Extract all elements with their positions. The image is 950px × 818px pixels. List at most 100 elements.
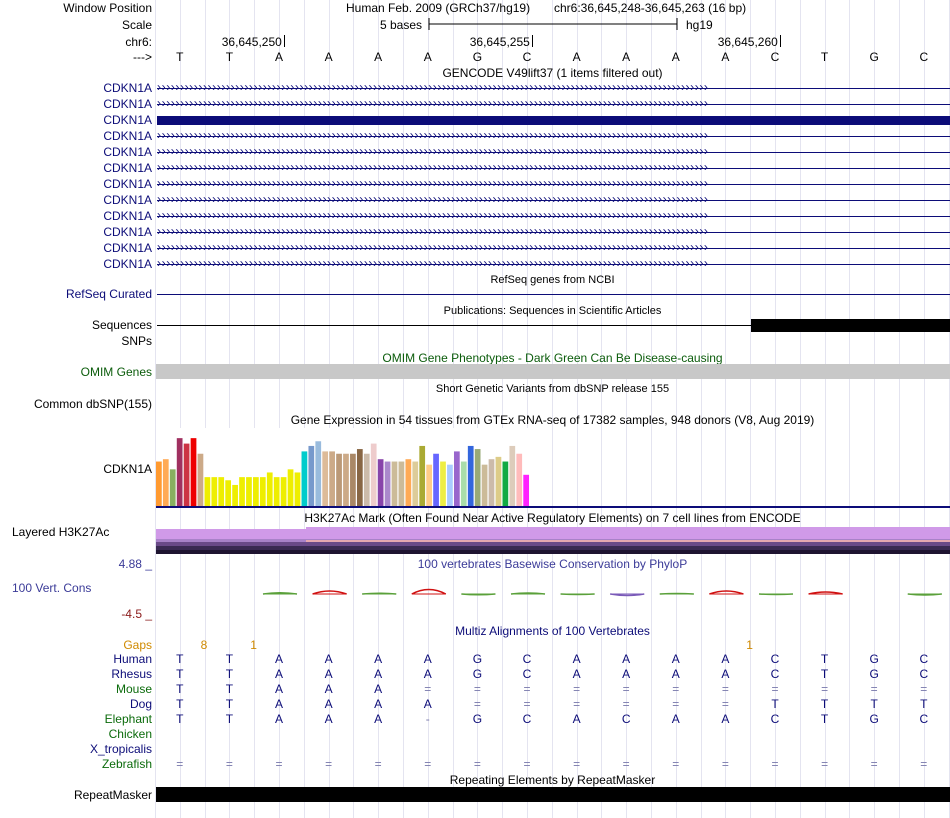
gtex-tissue-bar[interactable]	[253, 477, 259, 506]
gtex-tissue-bar[interactable]	[488, 459, 495, 506]
gtex-tissue-bar[interactable]	[176, 438, 183, 506]
gtex-tissue-bar[interactable]	[301, 451, 308, 506]
gtex-tissue-bar[interactable]	[419, 445, 426, 506]
gtex-tissue-bar[interactable]	[190, 438, 197, 506]
gtex-tissue-bar[interactable]	[336, 453, 342, 506]
gtex-tissue-bar[interactable]	[294, 472, 301, 506]
gtex-tissue-bar[interactable]	[287, 469, 294, 506]
gtex-tissue-bar[interactable]	[495, 456, 502, 506]
maf-species-label[interactable]: Chicken	[108, 727, 152, 741]
gtex-tissue-bar[interactable]	[266, 472, 273, 506]
gtex-tissue-bar[interactable]	[377, 459, 384, 506]
gtex-tissue-bar[interactable]	[412, 461, 419, 506]
gtex-tissue-bar[interactable]	[398, 461, 405, 506]
gene-label[interactable]: CDKN1A	[103, 257, 152, 271]
gtex-tissue-bar[interactable]	[322, 451, 329, 506]
omim-feature[interactable]	[156, 364, 950, 379]
gtex-tissue-bar[interactable]	[343, 453, 349, 506]
gtex-tissue-bar[interactable]	[481, 464, 488, 506]
gene-intron-line[interactable]	[157, 200, 950, 201]
gtex-tissue-bar[interactable]	[308, 445, 315, 506]
gene-label[interactable]: CDKN1A	[103, 193, 152, 207]
gene-intron-line[interactable]	[157, 152, 950, 153]
gtex-tissue-bar[interactable]	[211, 477, 218, 506]
gtex-tissue-bar[interactable]	[273, 477, 280, 506]
gene-intron-line[interactable]	[157, 104, 950, 105]
gtex-tissue-bar[interactable]	[405, 459, 412, 506]
gtex-tissue-bar[interactable]	[370, 443, 377, 506]
gene-intron-line[interactable]	[157, 168, 950, 169]
gene-label[interactable]: CDKN1A	[103, 97, 152, 111]
gene-label[interactable]: CDKN1A	[103, 129, 152, 143]
gene-intron-line[interactable]	[157, 136, 950, 137]
gtex-tissue-bar[interactable]	[426, 464, 432, 506]
gtex-tissue-bar[interactable]	[391, 461, 398, 506]
gtex-tissue-bar[interactable]	[197, 453, 204, 506]
gtex-tissue-bar[interactable]	[474, 449, 481, 506]
snps-side-label[interactable]: SNPs	[121, 334, 152, 348]
maf-species-label[interactable]: Human	[113, 652, 152, 666]
gene-label[interactable]: CDKN1A	[103, 177, 152, 191]
gtex-tissue-bar[interactable]	[204, 477, 211, 506]
refseq-side-label[interactable]: RefSeq Curated	[65, 287, 152, 301]
h3k27ac-side-label[interactable]: Layered H3K27Ac	[12, 525, 110, 539]
gtex-tissue-bar[interactable]	[169, 469, 176, 506]
gtex-tissue-bar[interactable]	[447, 464, 453, 506]
maf-species-label[interactable]: Rhesus	[111, 667, 152, 681]
gtex-tissue-bar[interactable]	[516, 453, 523, 506]
maf-species-label[interactable]: X_tropicalis	[89, 742, 152, 756]
gtex-tissue-bar[interactable]	[384, 461, 391, 506]
h3k27ac-layered-signal[interactable]	[156, 526, 950, 554]
publications-track-line[interactable]	[157, 325, 752, 326]
gene-thick-exon[interactable]	[157, 116, 950, 125]
gtex-tissue-bar[interactable]	[523, 474, 530, 506]
gtex-tissue-bar[interactable]	[460, 461, 467, 506]
gtex-tissue-bar[interactable]	[315, 441, 322, 506]
gene-label[interactable]: CDKN1A	[103, 225, 152, 239]
gene-intron-line[interactable]	[157, 264, 950, 265]
omim-side-label[interactable]: OMIM Genes	[80, 365, 152, 379]
gtex-tissue-bar[interactable]	[509, 445, 516, 506]
gene-label[interactable]: CDKN1A	[103, 209, 152, 223]
maf-species-label[interactable]: Dog	[129, 697, 152, 711]
gtex-tissue-bar[interactable]	[259, 477, 266, 506]
gene-intron-line[interactable]	[157, 184, 950, 185]
gtex-tissue-bar[interactable]	[246, 477, 252, 506]
maf-species-label[interactable]: Mouse	[115, 682, 152, 696]
gene-intron-line[interactable]	[157, 88, 950, 89]
gene-label[interactable]: CDKN1A	[103, 113, 152, 127]
gtex-side-label[interactable]: CDKN1A	[103, 462, 152, 476]
repeatmasker-side-label[interactable]: RepeatMasker	[73, 788, 152, 802]
gtex-tissue-bar[interactable]	[225, 480, 232, 506]
gtex-tissue-bar[interactable]	[467, 445, 474, 506]
maf-species-label[interactable]: Zebrafish	[101, 757, 152, 771]
gtex-tissue-bar[interactable]	[329, 451, 335, 506]
gene-intron-line[interactable]	[157, 248, 950, 249]
gtex-tissue-bar[interactable]	[232, 484, 238, 506]
gtex-tissue-bar[interactable]	[453, 451, 460, 506]
publications-feature-block[interactable]	[751, 319, 950, 332]
gtex-tissue-bar[interactable]	[502, 461, 509, 506]
gtex-tissue-bar[interactable]	[350, 453, 356, 506]
gtex-tissue-bar[interactable]	[218, 477, 225, 506]
gtex-tissue-bar[interactable]	[280, 477, 287, 506]
gtex-tissue-bar[interactable]	[156, 461, 162, 506]
sequences-side-label[interactable]: Sequences	[91, 318, 152, 332]
dbsnp-side-label[interactable]: Common dbSNP(155)	[33, 397, 152, 411]
gtex-tissue-bar[interactable]	[356, 449, 363, 506]
gene-intron-line[interactable]	[157, 216, 950, 217]
gene-label[interactable]: CDKN1A	[103, 161, 152, 175]
gtex-tissue-bar[interactable]	[183, 443, 190, 506]
gtex-tissue-bar[interactable]	[433, 453, 439, 506]
gtex-tissue-bar[interactable]	[162, 459, 169, 506]
gene-intron-line[interactable]	[157, 232, 950, 233]
gtex-tissue-bar[interactable]	[363, 453, 370, 506]
gtex-bar-chart[interactable]	[156, 428, 536, 506]
phylop-side-label[interactable]: 100 Vert. Cons	[12, 581, 92, 595]
gene-label[interactable]: CDKN1A	[103, 81, 152, 95]
gtex-tissue-bar[interactable]	[239, 477, 245, 506]
gene-label[interactable]: CDKN1A	[103, 145, 152, 159]
gene-label[interactable]: CDKN1A	[103, 241, 152, 255]
gtex-tissue-bar[interactable]	[440, 461, 446, 506]
